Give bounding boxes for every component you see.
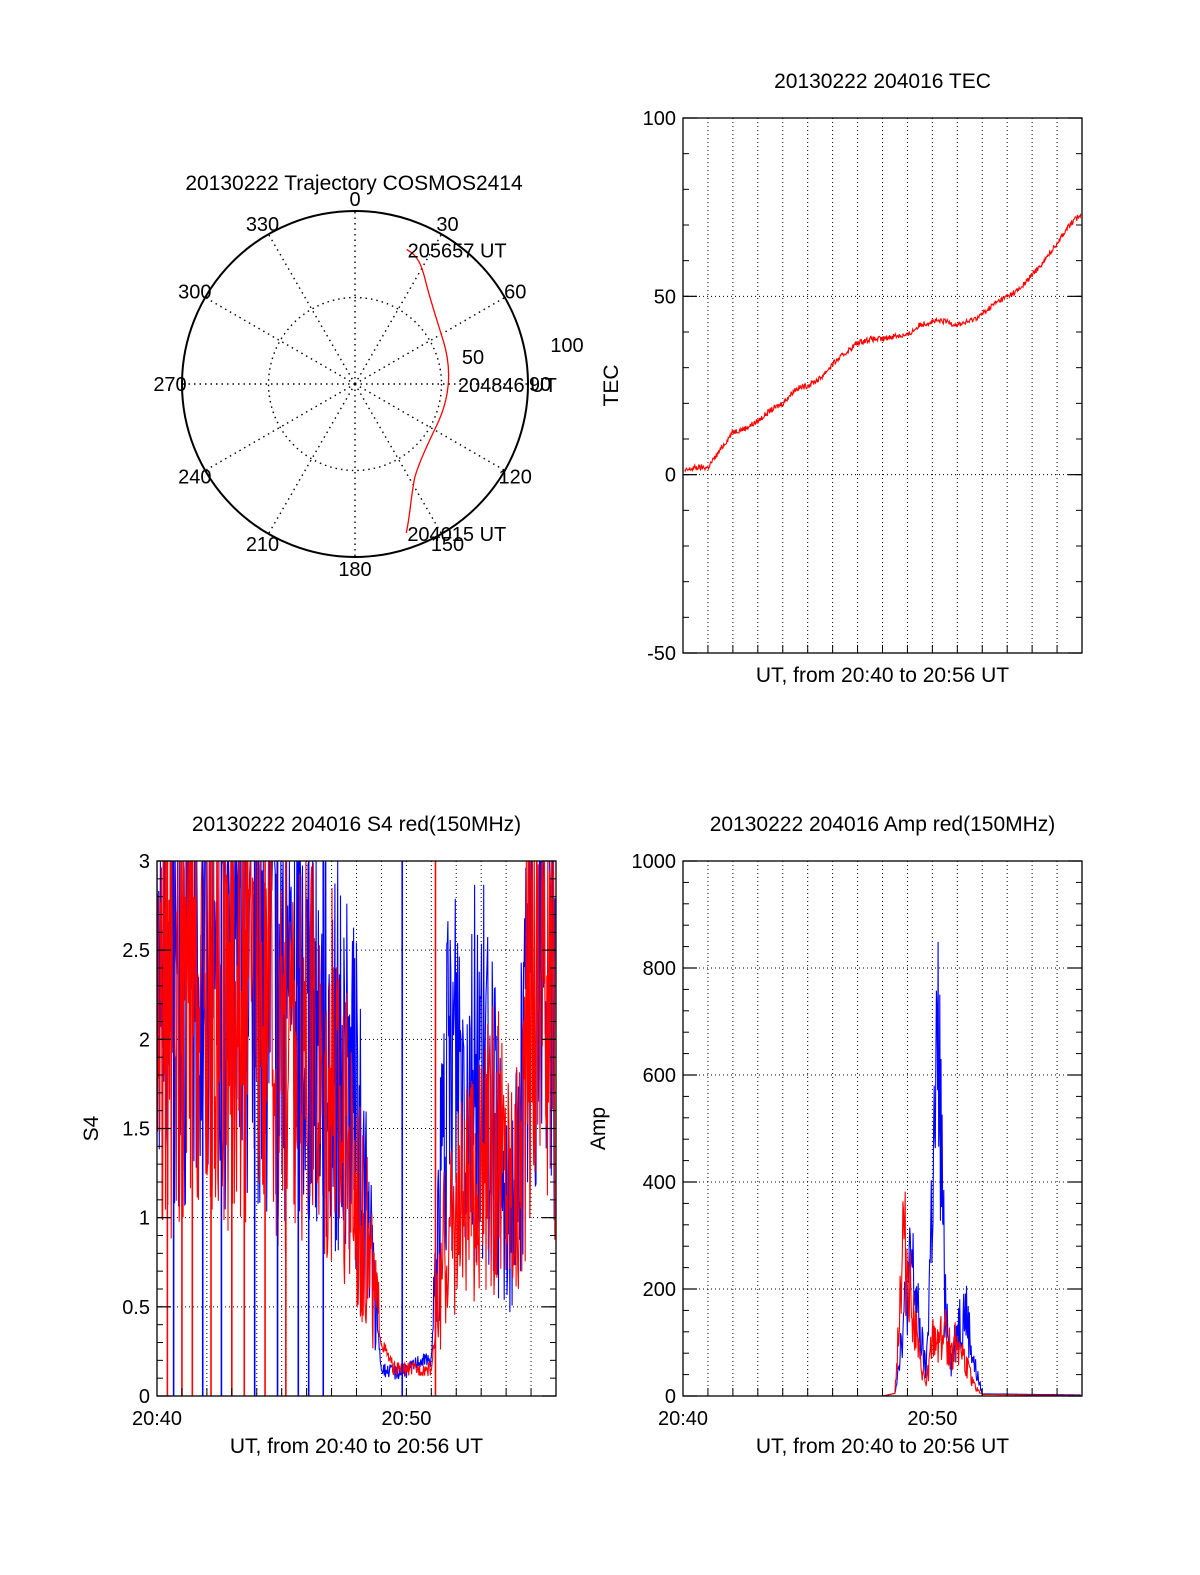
amp-plot: 20130222 204016 Amp red(150MHz) 0 200 400 60… bbox=[587, 813, 1083, 1458]
y-tick-label: 1.5 bbox=[122, 1119, 150, 1141]
track-time-label: 204015 UT bbox=[407, 524, 506, 546]
x-tick-label: 20:50 bbox=[381, 1408, 431, 1430]
y-tick-label: 3 bbox=[139, 851, 150, 873]
y-tick-label: 200 bbox=[643, 1279, 676, 1301]
azimuth-label: 30 bbox=[436, 214, 458, 236]
azimuth-label: 60 bbox=[504, 282, 526, 304]
x-tick-label: 20:50 bbox=[907, 1408, 957, 1430]
series-line-red bbox=[683, 1191, 1081, 1397]
plot-title: 20130222 204016 Amp red(150MHz) bbox=[710, 813, 1056, 836]
plot-title: 20130222 Trajectory COSMOS2414 bbox=[185, 172, 523, 195]
y-tick-label: -50 bbox=[647, 643, 676, 665]
track-time-label: 205657 UT bbox=[408, 240, 507, 262]
azimuth-label: 150 bbox=[431, 534, 464, 556]
track-time-label: 204846 UT bbox=[458, 375, 557, 397]
y-tick-label: 0 bbox=[665, 465, 676, 487]
x-axis-label: UT, from 20:40 to 20:56 UT bbox=[756, 664, 1009, 687]
polar-spoke bbox=[204, 296, 356, 385]
radial-label: 50 bbox=[462, 347, 484, 369]
polar-spoke bbox=[267, 383, 356, 535]
y-tick-label: 50 bbox=[654, 286, 676, 308]
tec-plot: 20130222 204016 TEC -50 0 50 100 UT, from 20:… bbox=[600, 70, 1083, 687]
grid bbox=[683, 118, 1082, 653]
series-line-red bbox=[684, 213, 1082, 473]
polar-spoke bbox=[204, 383, 356, 472]
y-tick-label: 2 bbox=[139, 1029, 150, 1051]
y-axis-label: TEC bbox=[600, 365, 623, 407]
grid bbox=[683, 861, 1082, 1396]
azimuth-label: 210 bbox=[246, 534, 279, 556]
radial-label: 100 bbox=[550, 335, 583, 357]
y-tick-label: 800 bbox=[643, 958, 676, 980]
y-tick-label: 400 bbox=[643, 1172, 676, 1194]
polar-spoke bbox=[267, 233, 356, 385]
trajectory-track bbox=[405, 248, 450, 534]
x-tick-label: 20:40 bbox=[658, 1408, 708, 1430]
polar-outer-circle bbox=[181, 210, 529, 558]
x-tick-label: 20:40 bbox=[132, 1408, 182, 1430]
azimuth-label: 270 bbox=[153, 374, 186, 396]
azimuth-label: 120 bbox=[499, 467, 532, 489]
y-axis-label: S4 bbox=[80, 1115, 103, 1141]
plot-title: 20130222 204016 S4 red(150MHz) bbox=[192, 813, 521, 836]
azimuth-label: 90 bbox=[529, 374, 551, 396]
y-tick-label: 2.5 bbox=[122, 940, 150, 962]
y-tick-label: 1 bbox=[139, 1208, 150, 1230]
y-axis-label: Amp bbox=[587, 1107, 610, 1150]
azimuth-label: 240 bbox=[178, 467, 211, 489]
y-tick-label: 1000 bbox=[632, 851, 677, 873]
x-axis-label: UT, from 20:40 to 20:56 UT bbox=[230, 1435, 483, 1458]
azimuth-label: 180 bbox=[338, 559, 371, 581]
y-tick-label: 600 bbox=[643, 1065, 676, 1087]
s4-plot: 20130222 204016 S4 red(150MHz) 0 0.5 1 1.5 2 2… bbox=[80, 813, 557, 1458]
azimuth-label: 0 bbox=[349, 189, 360, 211]
y-tick-label: 100 bbox=[643, 108, 676, 130]
plot-title: 20130222 204016 TEC bbox=[774, 70, 991, 93]
azimuth-label: 330 bbox=[246, 214, 279, 236]
series-line-red bbox=[156, 860, 556, 1377]
polar-spoke bbox=[354, 383, 506, 472]
polar-spoke bbox=[354, 383, 443, 535]
x-axis-label: UT, from 20:40 to 20:56 UT bbox=[756, 1435, 1009, 1458]
y-tick-label: 0 bbox=[665, 1386, 676, 1408]
polar-grid-circle bbox=[267, 296, 443, 472]
polar-spoke bbox=[354, 296, 506, 385]
y-tick-label: 0.5 bbox=[122, 1297, 150, 1319]
azimuth-label: 300 bbox=[178, 282, 211, 304]
polar-spoke bbox=[354, 233, 443, 385]
series-line-blue bbox=[683, 941, 1081, 1397]
y-tick-label: 0 bbox=[139, 1386, 150, 1408]
